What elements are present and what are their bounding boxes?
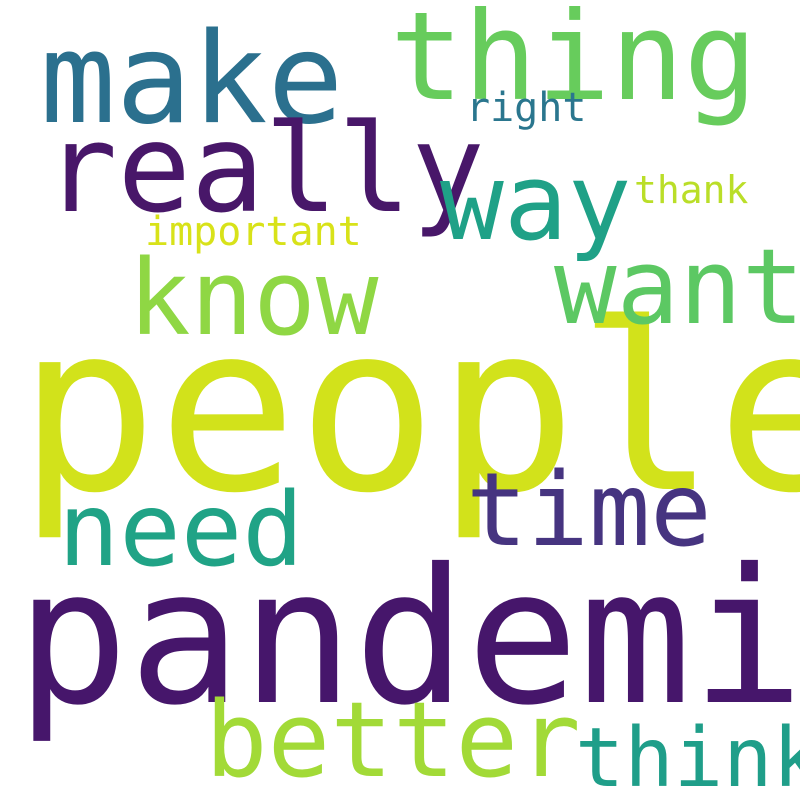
word-know: know xyxy=(128,237,379,359)
word-right: right xyxy=(466,85,587,131)
word-make: make xyxy=(40,5,344,152)
word-think: think xyxy=(575,711,800,800)
word-really: really xyxy=(44,98,485,240)
word-time: time xyxy=(466,451,712,570)
word-way: way xyxy=(440,141,632,264)
word-better: better xyxy=(205,679,581,800)
word-people: people xyxy=(18,274,800,544)
word-thing: thing xyxy=(390,0,758,128)
word-thank: thank xyxy=(634,168,749,212)
word-pandemic: pandemic xyxy=(16,529,800,747)
word-need: need xyxy=(58,471,304,590)
word-important: important xyxy=(145,209,362,255)
word-want: want xyxy=(554,226,800,348)
